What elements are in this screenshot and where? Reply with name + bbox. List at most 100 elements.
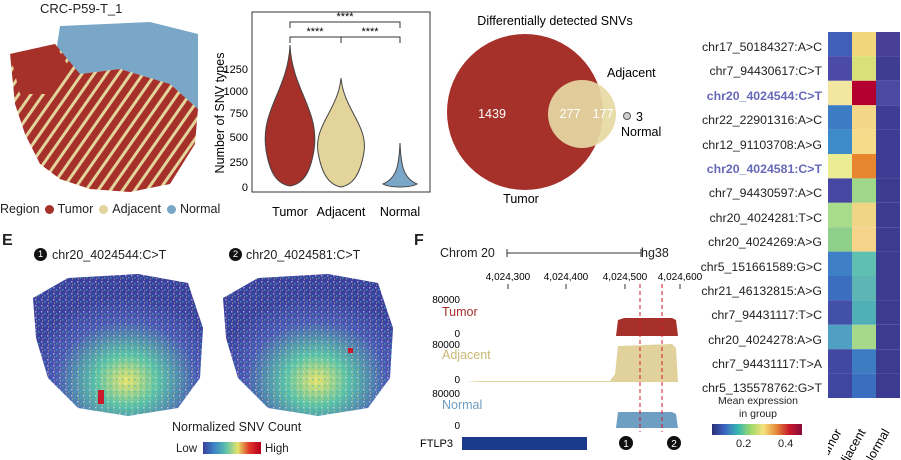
heatmap-cell: [852, 80, 876, 106]
heatmap-row-label: chr22_22901316:A>C: [702, 113, 822, 128]
venn-label-tumor: Tumor: [503, 192, 539, 206]
heatmap-cell: [828, 32, 852, 57]
colorbar-tick-0.4: 0.4: [778, 438, 794, 450]
heatmap-cell: [876, 178, 900, 203]
track-adjacent-ymax: 80000: [432, 340, 460, 351]
snv-colorbar-high: High: [265, 443, 289, 455]
venn-label-normal: Normal: [621, 125, 661, 139]
venn-tumor-circle: [447, 34, 603, 190]
heatmap-cell: [876, 56, 900, 81]
heatmap-cell: [852, 202, 876, 228]
colorbar-title-line1: Mean expression: [718, 395, 798, 407]
violin-normal: [381, 142, 419, 188]
heatmap-row-label: chr20_4024278:A>G: [708, 332, 822, 347]
venn-normal-circle: [623, 112, 631, 120]
marker-1-icon: [619, 436, 633, 450]
pos-4024400: 4,024,400: [544, 272, 589, 283]
heatmap-row-label: chr17_50184327:A>C: [702, 40, 822, 54]
heatmap-cell: [828, 227, 852, 252]
region-legend-title: Region: [0, 202, 40, 216]
tumor-dot-icon: [44, 204, 54, 214]
track-tumor-ymin: 0: [454, 329, 460, 340]
snv-spatial-map-2: [223, 274, 393, 416]
heatmap-colorbar: [712, 424, 802, 435]
heatmap-cell: [852, 276, 876, 301]
map1-title: chr20_4024544:C>T: [52, 248, 167, 262]
heatmap-cell: [876, 324, 900, 350]
marker-1-text: 1: [623, 439, 629, 450]
region-legend: Region Tumor Adjacent Normal: [0, 201, 220, 217]
venn-label-adjacent: Adjacent: [607, 66, 656, 80]
marker-2-icon: [667, 436, 681, 450]
heatmap-cell: [828, 129, 852, 154]
sample-spatial-map: [10, 22, 198, 192]
sig-tumor-normal: ****: [336, 11, 354, 23]
heatmap-grid: Tumor Adjacent Normal: [828, 32, 900, 460]
venn-count-tumor-only: 1439: [478, 107, 506, 121]
heatmap-cell: [876, 32, 900, 57]
pos-4024600: 4,024,600: [658, 272, 703, 283]
pos-4024300: 4,024,300: [486, 272, 531, 283]
heatmap-cell: [852, 178, 876, 203]
track-tumor-label: Tumor: [442, 305, 478, 319]
heatmap-cell: [852, 324, 876, 350]
heatmap-cell: [852, 251, 876, 276]
genome-label: hg38: [641, 246, 669, 260]
track-normal-label: Normal: [442, 398, 482, 412]
heatmap-cell: [876, 154, 900, 179]
x-label-normal: Normal: [380, 205, 420, 219]
heatmap-cell: [828, 80, 852, 106]
heatmap-cell: [876, 373, 900, 398]
heatmap-cell: [876, 300, 900, 325]
track-adjacent-label: Adjacent: [442, 348, 491, 362]
heatmap-cell: [876, 129, 900, 154]
y-tick-0: 0: [242, 182, 248, 194]
venn-diagram: Differentially detected SNVs 1439 277 17…: [447, 14, 661, 206]
track-adjacent-area: [465, 344, 678, 382]
violin-tumor: [264, 44, 316, 187]
track-tumor-area: [465, 318, 678, 336]
heatmap-cell: [828, 373, 852, 398]
heatmap-row-label: chr7_94431117:T>C: [711, 308, 822, 323]
heatmap-row-label: chr5_151661589:G>C: [700, 259, 822, 274]
track-normal-ymin: 0: [454, 421, 460, 432]
y-tick-1250: 1250: [224, 64, 248, 76]
snv-colorbar: [203, 442, 261, 454]
heatmap-cell: [852, 129, 876, 154]
heatmap-cell: [828, 202, 852, 228]
track-normal-area: [465, 412, 678, 428]
heatmap-cell: [852, 56, 876, 81]
y-tick-250: 250: [230, 157, 248, 169]
heatmap-cell: [828, 324, 852, 350]
heatmap-cell: [828, 178, 852, 203]
track-adjacent-ymin: 0: [454, 375, 460, 386]
heatmap-row-label: chr20_4024544:C>T: [706, 88, 822, 103]
violin-plot: Number of SNV types 0 250 500 750 1000 1…: [213, 11, 431, 219]
marker-1-badge: 1: [34, 248, 47, 261]
legend-normal: Normal: [179, 202, 221, 216]
tissue-normal-region: [55, 22, 198, 109]
gene-label: FTLP3: [420, 438, 453, 450]
heatmap-cell: [876, 105, 900, 130]
heatmap-cell: [876, 349, 900, 374]
heatmap-cell: [852, 227, 876, 252]
snv-spatial-map-1: [33, 274, 203, 416]
heatmap-cell: [852, 373, 876, 398]
heatmap-cell: [876, 276, 900, 301]
heatmap-row-label: chr20_4024269:A>G: [708, 235, 822, 250]
panel-f-letter: F: [414, 232, 424, 249]
heatmap-cell: [852, 154, 876, 179]
chrom-label: Chrom 20: [440, 246, 495, 260]
pos-4024500: 4,024,500: [603, 272, 648, 283]
marker-2-text: 2: [671, 439, 677, 450]
heatmap-row-labels: chr17_50184327:A>C chr7_94430617:C>T chr20…: [690, 35, 828, 401]
heatmap-cell: [828, 105, 852, 130]
venn-count-overlap: 277: [560, 107, 581, 121]
panel-e-letter: E: [2, 232, 13, 249]
violin-ylabel: Number of SNV types: [213, 53, 227, 174]
heatmap-cell: [828, 300, 852, 325]
heatmap-cell: [852, 349, 876, 374]
heatmap-row-label: chr12_91103708:A>G: [702, 137, 822, 152]
coverage-tracks: 4,024,300 4,024,400 4,024,500 4,024,600 …: [420, 272, 703, 450]
track-tumor-ymax: 80000: [432, 295, 460, 306]
